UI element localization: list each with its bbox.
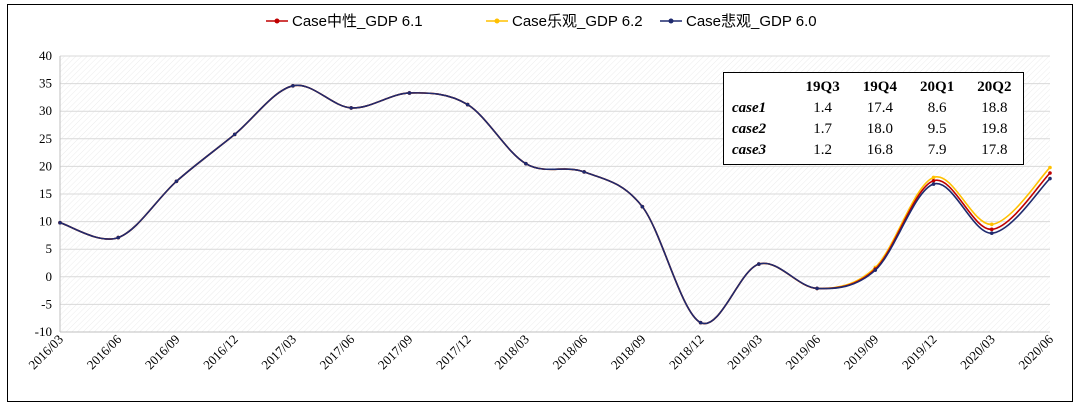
data-point [232,132,237,137]
y-tick-label: -10 [35,324,52,339]
data-point [407,91,412,95]
table-row: case1 1.4 17.4 8.6 18.8 [724,98,1023,119]
chart-frame: -10 -5 0 5 10 15 20 25 30 35 40 2016/03 2016/06 2016… [7,4,1073,402]
table-cell: 8.6 [927,100,947,116]
x-tick-label: 2016/06 [84,331,125,372]
data-point [1048,165,1052,170]
row-label: case1 [732,100,767,116]
data-point [1048,176,1052,181]
x-tick-label: 2017/12 [433,332,474,373]
x-tick-label: 2019/09 [841,332,882,373]
x-tick-label: 2019/03 [724,332,765,373]
legend-swatch-marker [668,18,674,24]
column-header: 19Q4 [862,79,897,95]
table-cell: 18.8 [981,100,1008,116]
x-tick-label: 2016/12 [200,332,241,373]
table-cell: 7.9 [927,142,947,158]
row-label: case3 [732,142,767,158]
data-point [698,320,703,325]
y-axis: -10 -5 0 5 10 15 20 25 30 35 40 [35,48,52,339]
data-point [582,170,586,174]
y-tick-label: 5 [46,241,53,256]
table-corner [724,77,794,98]
table-cell: 16.8 [866,142,893,158]
x-tick-label: 2018/09 [608,332,649,373]
table-cell: 9.5 [927,121,947,137]
series-lines [58,84,1052,325]
data-point [349,106,353,110]
x-tick-label: 2017/06 [317,331,358,372]
data-point [116,235,121,240]
legend-label: Case中性_GDP 6.1 [292,13,423,30]
row-label: case2 [732,121,767,137]
table-cell: 17.4 [866,100,893,116]
data-point [757,262,761,266]
data-point [989,227,994,232]
table-row: case3 1.2 16.8 7.9 17.8 [724,140,1023,161]
data-point [291,84,295,88]
y-tick-label: 20 [39,158,52,173]
x-tick-label: 2018/03 [491,332,532,373]
table-cell: 1.4 [813,100,832,116]
data-point [1048,171,1052,175]
data-point [640,204,645,209]
data-point [58,220,62,225]
legend-label: Case悲观_GDP 6.0 [686,13,817,30]
y-tick-label: 10 [39,214,52,229]
data-point [815,286,819,291]
data-point [931,175,936,180]
column-header: 19Q3 [805,79,840,95]
x-tick-label: 2018/12 [666,332,707,373]
table-cell: 19.8 [981,121,1008,137]
x-tick-label: 2019/06 [782,331,823,372]
data-point [931,178,936,183]
y-tick-label: -5 [41,296,52,311]
x-tick-label: 2017/09 [375,332,416,373]
data-point [873,268,878,272]
y-tick-label: 35 [39,76,52,91]
legend-swatch-marker [494,18,500,24]
data-point [989,222,994,227]
table-cell: 1.7 [813,121,832,137]
y-tick-label: 25 [39,131,52,146]
table-header-row: 19Q3 19Q4 20Q1 20Q2 [724,77,1023,98]
x-tick-label: 2020/03 [957,332,998,373]
legend-swatch-marker [274,18,280,24]
table-cell: 1.2 [813,142,832,158]
table-row: case2 1.7 18.0 9.5 19.8 [724,119,1023,140]
table-cell: 17.8 [981,142,1008,158]
x-tick-label: 2018/06 [549,331,590,372]
inset-data-table: 19Q3 19Q4 20Q1 20Q2 case1 1.4 17.4 8.6 1… [723,72,1024,165]
legend: Case中性_GDP 6.1 Case乐观_GDP 6.2 Case悲观_GDP 6… [266,13,817,30]
x-tick-label: 2019/12 [899,332,940,373]
legend-label: Case乐观_GDP 6.2 [512,13,643,30]
x-tick-label: 2017/03 [258,332,299,373]
data-point [174,179,179,184]
y-tick-label: 15 [39,186,52,201]
column-header: 20Q1 [920,79,955,95]
data-point [931,182,936,186]
column-header: 20Q2 [977,79,1012,95]
y-tick-label: 40 [39,48,52,63]
data-point [465,102,470,107]
data-point [524,161,528,166]
y-tick-label: 30 [39,103,52,118]
x-tick-label: 2016/09 [142,332,183,373]
x-axis: 2016/03 2016/06 2016/09 2016/12 2017/03 2017/… [25,331,1056,372]
table-cell: 18.0 [866,121,893,137]
y-tick-label: 0 [46,269,53,284]
x-tick-label: 2020/06 [1015,331,1056,372]
data-point [989,231,994,235]
